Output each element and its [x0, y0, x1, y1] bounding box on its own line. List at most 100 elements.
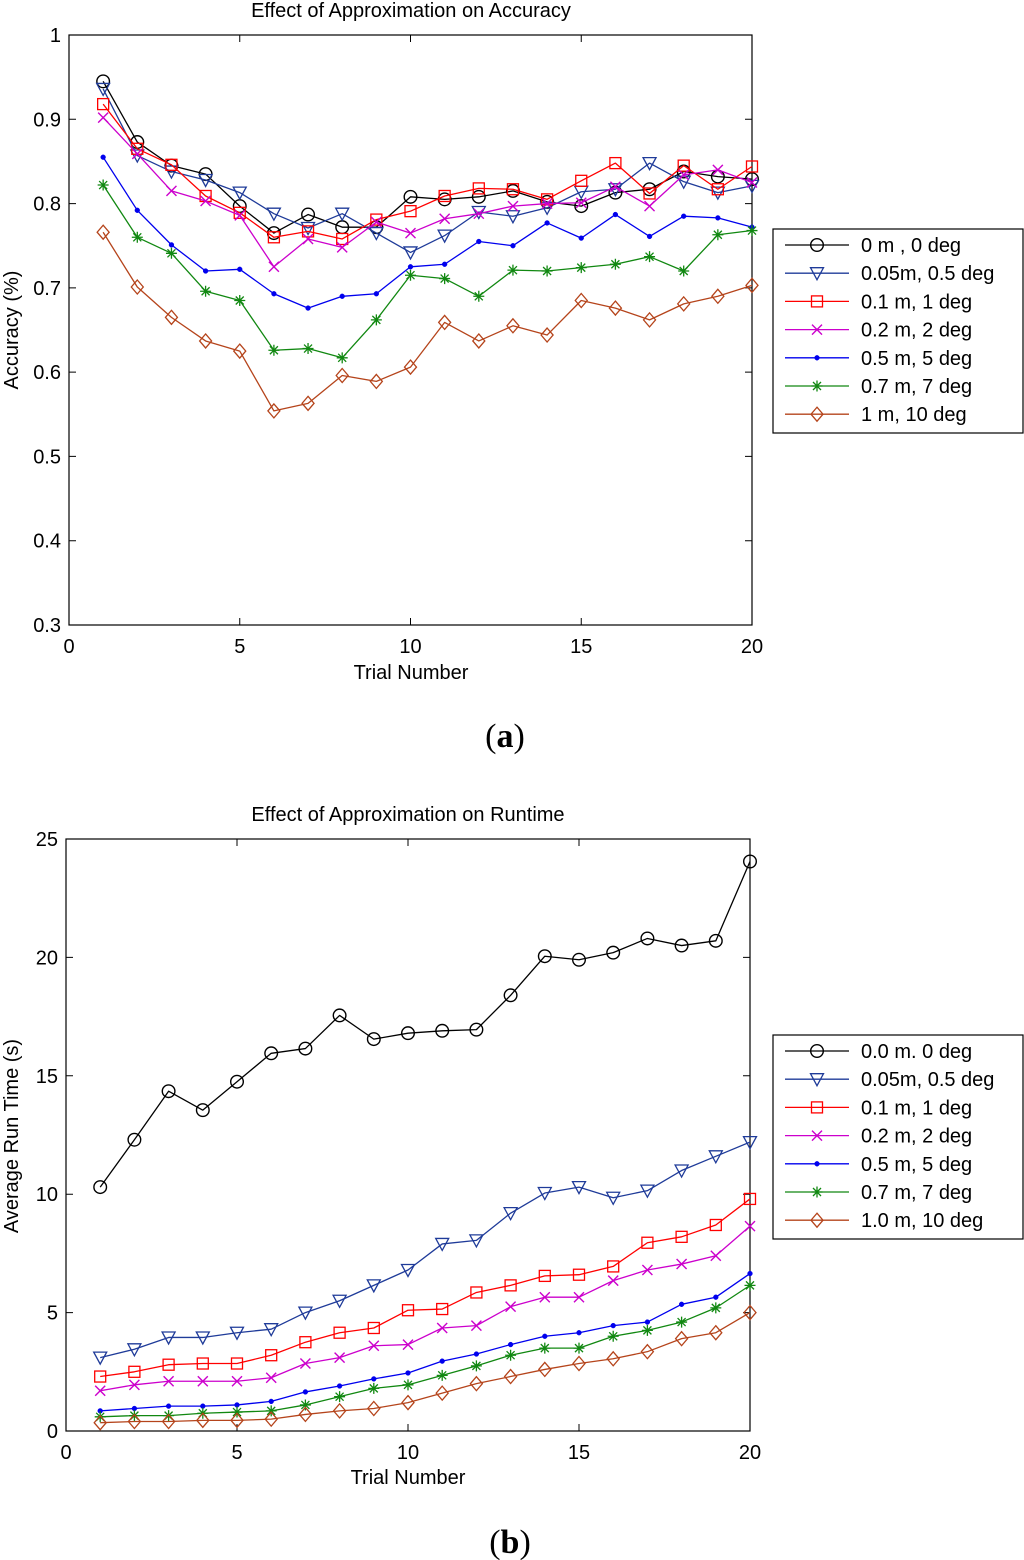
- accuracy-data-point: [302, 343, 314, 355]
- runtime-data-point: [641, 1264, 653, 1276]
- accuracy-legend-entry: 0.2 m, 2 deg: [785, 320, 972, 342]
- runtime-data-point: [264, 1411, 279, 1428]
- runtime-data-point: [434, 1237, 450, 1252]
- accuracy-series-7: [96, 224, 759, 419]
- accuracy-data-point: [336, 232, 349, 246]
- panel-label-b: (b): [489, 1524, 531, 1560]
- runtime-data-point: [708, 933, 723, 948]
- runtime-data-point: [709, 1218, 722, 1232]
- runtime-data-point: [469, 1022, 484, 1037]
- accuracy-legend-marker: [814, 355, 820, 361]
- accuracy-series-1: [96, 74, 760, 241]
- runtime-data-point: [468, 1234, 484, 1249]
- runtime-data-point: [297, 1306, 313, 1321]
- runtime-data-point: [744, 1220, 756, 1232]
- accuracy-y-tick-label: 0.5: [33, 446, 61, 468]
- runtime-series-line: [100, 1225, 751, 1392]
- accuracy-data-point: [334, 207, 350, 222]
- accuracy-data-point: [198, 332, 213, 349]
- accuracy-data-point: [163, 165, 180, 180]
- runtime-data-point: [366, 1032, 381, 1047]
- runtime-data-point: [644, 1319, 651, 1325]
- runtime-data-point: [401, 1394, 415, 1411]
- runtime-x-tick-label: 10: [397, 1442, 419, 1464]
- runtime-data-point: [195, 1412, 210, 1429]
- accuracy-data-point: [578, 235, 584, 241]
- accuracy-data-point: [678, 265, 690, 277]
- runtime-data-point: [163, 1410, 175, 1422]
- runtime-plot-area: [65, 838, 751, 1432]
- runtime-data-point: [195, 1103, 210, 1118]
- accuracy-data-point: [95, 82, 111, 97]
- accuracy-data-point: [404, 205, 417, 218]
- accuracy-legend-label: 0.1 m, 1 deg: [861, 291, 972, 313]
- accuracy-data-point: [574, 199, 589, 214]
- accuracy-data-point: [442, 261, 448, 267]
- runtime-legend-label: 0.1 m, 1 deg: [861, 1097, 972, 1119]
- accuracy-series-5: [100, 154, 755, 311]
- runtime-data-point: [401, 1304, 415, 1317]
- accuracy-data-point: [301, 395, 315, 412]
- runtime-data-point: [265, 1349, 278, 1362]
- accuracy-y-tick-label: 0.9: [33, 109, 61, 131]
- accuracy-data-point: [644, 200, 656, 212]
- accuracy-data-point: [711, 183, 724, 196]
- runtime-data-point: [298, 1041, 313, 1056]
- accuracy-legend-marker: [810, 237, 825, 252]
- accuracy-data-point: [335, 367, 350, 384]
- runtime-data-point: [332, 1008, 347, 1023]
- accuracy-y-tick-label: 0.3: [33, 615, 61, 637]
- accuracy-data-point: [715, 215, 721, 221]
- accuracy-series-6: [97, 179, 758, 364]
- runtime-data-point: [708, 1150, 724, 1165]
- runtime-series-line: [99, 861, 751, 1188]
- accuracy-series-line: [102, 156, 753, 309]
- runtime-data-point: [439, 1358, 445, 1364]
- runtime-data-point: [229, 1326, 245, 1341]
- runtime-data-point: [505, 1349, 517, 1361]
- runtime-data-point: [675, 1230, 688, 1243]
- accuracy-data-point: [267, 231, 281, 244]
- accuracy-data-point: [165, 158, 178, 171]
- runtime-data-point: [436, 1322, 448, 1334]
- runtime-chart-title: Effect of Approximation on Runtime: [251, 804, 564, 826]
- accuracy-y-tick-label: 1: [50, 25, 61, 47]
- accuracy-data-point: [96, 74, 111, 89]
- runtime-data-point: [678, 1301, 685, 1307]
- accuracy-data-point: [129, 149, 145, 164]
- runtime-data-point: [503, 1206, 519, 1222]
- accuracy-data-point: [168, 242, 175, 248]
- runtime-data-point: [264, 1046, 279, 1061]
- runtime-legend-entry: 0.0 m. 0 deg: [785, 1041, 972, 1063]
- runtime-x-axis-label: Trial Number: [351, 1467, 466, 1489]
- runtime-data-point: [743, 1304, 757, 1321]
- runtime-data-point: [742, 1135, 758, 1150]
- runtime-data-point: [231, 1375, 243, 1387]
- accuracy-legend-marker: [810, 295, 824, 308]
- accuracy-legend-label: 1 m, 10 deg: [861, 404, 967, 426]
- runtime-series-line: [100, 1284, 751, 1418]
- runtime-series-line: [100, 1141, 751, 1359]
- accuracy-data-point: [164, 309, 179, 326]
- accuracy-legend-marker: [811, 380, 823, 392]
- accuracy-data-point: [130, 279, 145, 296]
- accuracy-legend-entry: 0.7 m, 7 deg: [785, 376, 972, 398]
- accuracy-data-point: [575, 197, 587, 209]
- runtime-data-point: [542, 1333, 548, 1339]
- accuracy-data-point: [644, 251, 656, 263]
- runtime-data-point: [676, 1316, 688, 1328]
- accuracy-data-point: [305, 305, 311, 311]
- runtime-legend-entry: 1.0 m, 10 deg: [785, 1210, 983, 1232]
- accuracy-data-point: [710, 288, 725, 305]
- accuracy-data-point: [540, 327, 554, 344]
- runtime-data-point: [539, 1342, 551, 1354]
- runtime-data-point: [400, 1263, 416, 1278]
- accuracy-series-2: [95, 82, 760, 261]
- accuracy-data-point: [131, 148, 143, 160]
- runtime-data-point: [334, 1352, 346, 1364]
- runtime-legend-entry: 0.2 m, 2 deg: [785, 1126, 972, 1148]
- runtime-data-point: [572, 1268, 586, 1281]
- accuracy-data-point: [506, 183, 520, 196]
- accuracy-legend-entry: 0.5 m, 5 deg: [785, 348, 972, 370]
